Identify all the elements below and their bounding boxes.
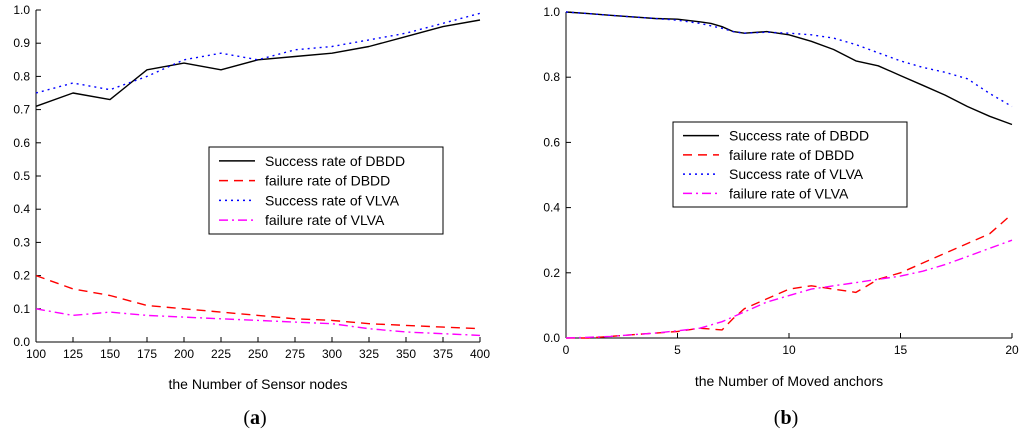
panel-a-x-tick-label: 250	[248, 347, 268, 361]
panel-a-y-tick-label: 1.0	[13, 3, 30, 17]
panel-a-chart: 100 125 150 175 200 225 250 275 300 325 350 375 400 0…	[13, 3, 490, 392]
panel-a-y-tick-label: 0.2	[13, 269, 30, 283]
panel-a-y-tick-label: 0.8	[13, 69, 30, 83]
panel-b-y-tick-label: 1.0	[543, 5, 560, 19]
panel-a-series-line-3	[35, 12, 481, 94]
panel-a-x-tick-label: 375	[433, 347, 453, 361]
panel-a-x-tick-label: 150	[100, 347, 120, 361]
panel-b-y-tick-label: 0.0	[543, 331, 560, 345]
panel-b-y-tick-label: 0.6	[543, 135, 560, 149]
panel-a-series-line-4	[35, 308, 481, 337]
panel-a-y-tick-label: 0.1	[13, 302, 30, 316]
panel-a-x-tick-label: 125	[63, 347, 83, 361]
panel-b-y-tick-label: 0.4	[543, 201, 560, 215]
panel-a-x-tick-label: 275	[285, 347, 305, 361]
panel-b-caption: (b)	[774, 407, 798, 429]
panel-b-series-line-3	[565, 11, 1013, 108]
panel-b-x-tick-label: 20	[1005, 343, 1019, 357]
panel-a-x-tick-label: 350	[396, 347, 416, 361]
panel-a-y-tick-label: 0.5	[13, 169, 30, 183]
panel-a-y-tick-label: 0.6	[13, 136, 30, 150]
panel-a-x-tick-label: 200	[174, 347, 194, 361]
panel-a-series-line-1	[35, 19, 481, 107]
panel-a-x-axis-title: the Number of Sensor nodes	[169, 376, 348, 392]
panel-b-chart: 0 5 10 15 20 0.0 0.2 0.4 0.6 0.8 1.0 the Number of …	[543, 5, 1019, 389]
panel-a-caption: (a)	[243, 407, 266, 429]
panel-a-y-tick-label: 0.7	[13, 103, 30, 117]
panel-b-legend-label-1: Success rate of DBDD	[729, 128, 869, 144]
panel-a-legend-label-4: failure rate of VLVA	[265, 212, 385, 228]
panel-b-series-line-1	[565, 11, 1013, 126]
panel-b-y-tick-label: 0.8	[543, 70, 560, 84]
panel-a-x-tick-label: 325	[359, 347, 379, 361]
panel-a-series-line-2	[35, 274, 481, 330]
panel-b-legend-label-3: Success rate of VLVA	[729, 166, 864, 182]
panel-b-x-axis-title: the Number of Moved anchors	[695, 373, 883, 389]
panel-a-y-tick-label: 0.4	[13, 202, 30, 216]
panel-b-x-tick-label: 0	[563, 343, 570, 357]
panel-b-legend-label-2: failure rate of DBDD	[729, 147, 854, 163]
panel-b-x-tick-label: 5	[674, 343, 681, 357]
panel-a-y-tick-label: 0.0	[13, 335, 30, 349]
panel-b-series-line-2	[566, 213, 1013, 339]
panel-b-y-tick-label: 0.2	[543, 266, 560, 280]
panel-a-y-tick-label: 0.3	[13, 235, 30, 249]
panel-a-legend-label-2: failure rate of DBDD	[265, 173, 390, 189]
panel-b-x-tick-label: 15	[894, 343, 908, 357]
panel-a-legend-label-3: Success rate of VLVA	[265, 192, 400, 208]
panel-a-x-tick-label: 175	[137, 347, 157, 361]
panel-b-x-tick-label: 10	[782, 343, 796, 357]
panel-a-x-tick-label: 300	[322, 347, 342, 361]
panel-b-series-line-4	[565, 239, 1013, 339]
panel-a-y-tick-label: 0.9	[13, 36, 30, 50]
panel-a-x-tick-label: 400	[470, 347, 490, 361]
panel-b-legend-label-4: failure rate of VLVA	[729, 185, 849, 201]
panel-a-legend-label-1: Success rate of DBDD	[265, 153, 405, 169]
panel-a-x-tick-label: 225	[211, 347, 231, 361]
panel-a-x-tick-label: 100	[26, 347, 46, 361]
